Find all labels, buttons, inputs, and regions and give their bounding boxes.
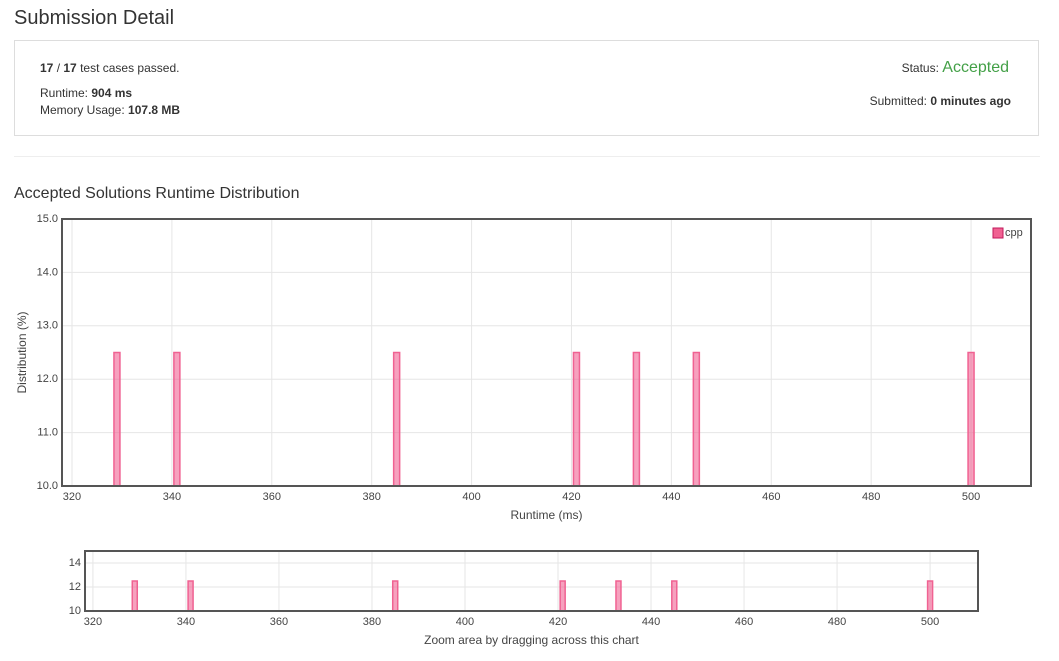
- submitted-label: Submitted:: [869, 94, 927, 108]
- runtime-value: 904 ms: [91, 86, 133, 100]
- page-title: Submission Detail: [14, 7, 175, 29]
- y-tick-label: 15.0: [37, 213, 58, 225]
- x-tick-label: 360: [270, 616, 288, 628]
- memory-line: Memory Usage: 107.8 MB: [40, 103, 180, 117]
- y-tick-label: 14.0: [37, 266, 58, 278]
- y-tick-label: 10.0: [37, 480, 58, 492]
- legend-label: cpp: [1005, 227, 1023, 239]
- y-axis-label: Distribution (%): [15, 311, 29, 393]
- x-tick-label: 500: [921, 616, 939, 628]
- bar: [187, 580, 194, 612]
- x-tick-label: 480: [862, 491, 880, 503]
- runtime-line: Runtime: 904 ms: [40, 86, 132, 100]
- bar: [671, 580, 678, 612]
- submitted-value: 0 minutes ago: [930, 94, 1011, 108]
- bar: [131, 580, 139, 612]
- bar: [632, 351, 641, 487]
- x-tick-label: 480: [828, 616, 846, 628]
- x-tick-label: 420: [562, 491, 580, 503]
- x-axis-label: Zoom area by dragging across this chart: [424, 633, 639, 647]
- cases-line: 17 / 17 test cases passed.: [40, 61, 179, 75]
- x-tick-label: 340: [163, 491, 181, 503]
- bar: [392, 351, 401, 487]
- bar: [173, 351, 181, 487]
- x-tick-label: 380: [363, 491, 381, 503]
- x-tick-label: 320: [84, 616, 102, 628]
- cases-total: 17: [63, 61, 77, 75]
- x-tick-label: 400: [462, 491, 480, 503]
- y-tick-label: 12.0: [37, 373, 58, 385]
- x-tick-label: 380: [363, 616, 381, 628]
- summary-box: [14, 40, 1039, 136]
- bar: [559, 580, 566, 612]
- bar: [967, 351, 975, 487]
- plot-frame: [84, 550, 979, 612]
- runtime-label: Runtime:: [40, 86, 89, 100]
- bar: [692, 351, 701, 487]
- x-tick-label: 420: [549, 616, 567, 628]
- memory-value: 107.8 MB: [128, 103, 181, 117]
- x-tick-label: 440: [662, 491, 680, 503]
- x-tick-label: 500: [962, 491, 980, 503]
- x-tick-label: 320: [63, 491, 81, 503]
- y-tick-label: 10: [69, 605, 81, 617]
- memory-label: Memory Usage:: [40, 103, 125, 117]
- chart-title: Accepted Solutions Runtime Distribution: [14, 185, 299, 202]
- cases-separator: /: [53, 61, 64, 75]
- status-value: Accepted: [942, 59, 1009, 76]
- bar: [926, 580, 934, 612]
- x-tick-label: 340: [177, 616, 195, 628]
- x-axis-label: Runtime (ms): [510, 508, 582, 522]
- plot-frame: [61, 218, 1032, 487]
- bar: [113, 351, 121, 487]
- cases-passed: 17: [40, 61, 54, 75]
- bar: [615, 580, 622, 612]
- cases-suffix: test cases passed.: [76, 61, 180, 75]
- submitted-line: Submitted: 0 minutes ago: [870, 94, 1011, 108]
- status-line: Status: Accepted: [902, 59, 1009, 77]
- divider: [14, 156, 1040, 157]
- legend-swatch: [992, 227, 1004, 239]
- x-tick-label: 460: [762, 491, 780, 503]
- bar: [391, 580, 399, 612]
- status-label: Status:: [901, 61, 939, 75]
- bar: [572, 351, 581, 487]
- x-tick-label: 440: [642, 616, 660, 628]
- x-tick-label: 360: [263, 491, 281, 503]
- x-tick-label: 460: [735, 616, 753, 628]
- y-tick-label: 13.0: [37, 320, 58, 332]
- y-tick-label: 11.0: [37, 427, 58, 439]
- x-tick-label: 400: [456, 616, 474, 628]
- y-tick-label: 14: [69, 557, 81, 569]
- y-tick-label: 12: [69, 581, 81, 593]
